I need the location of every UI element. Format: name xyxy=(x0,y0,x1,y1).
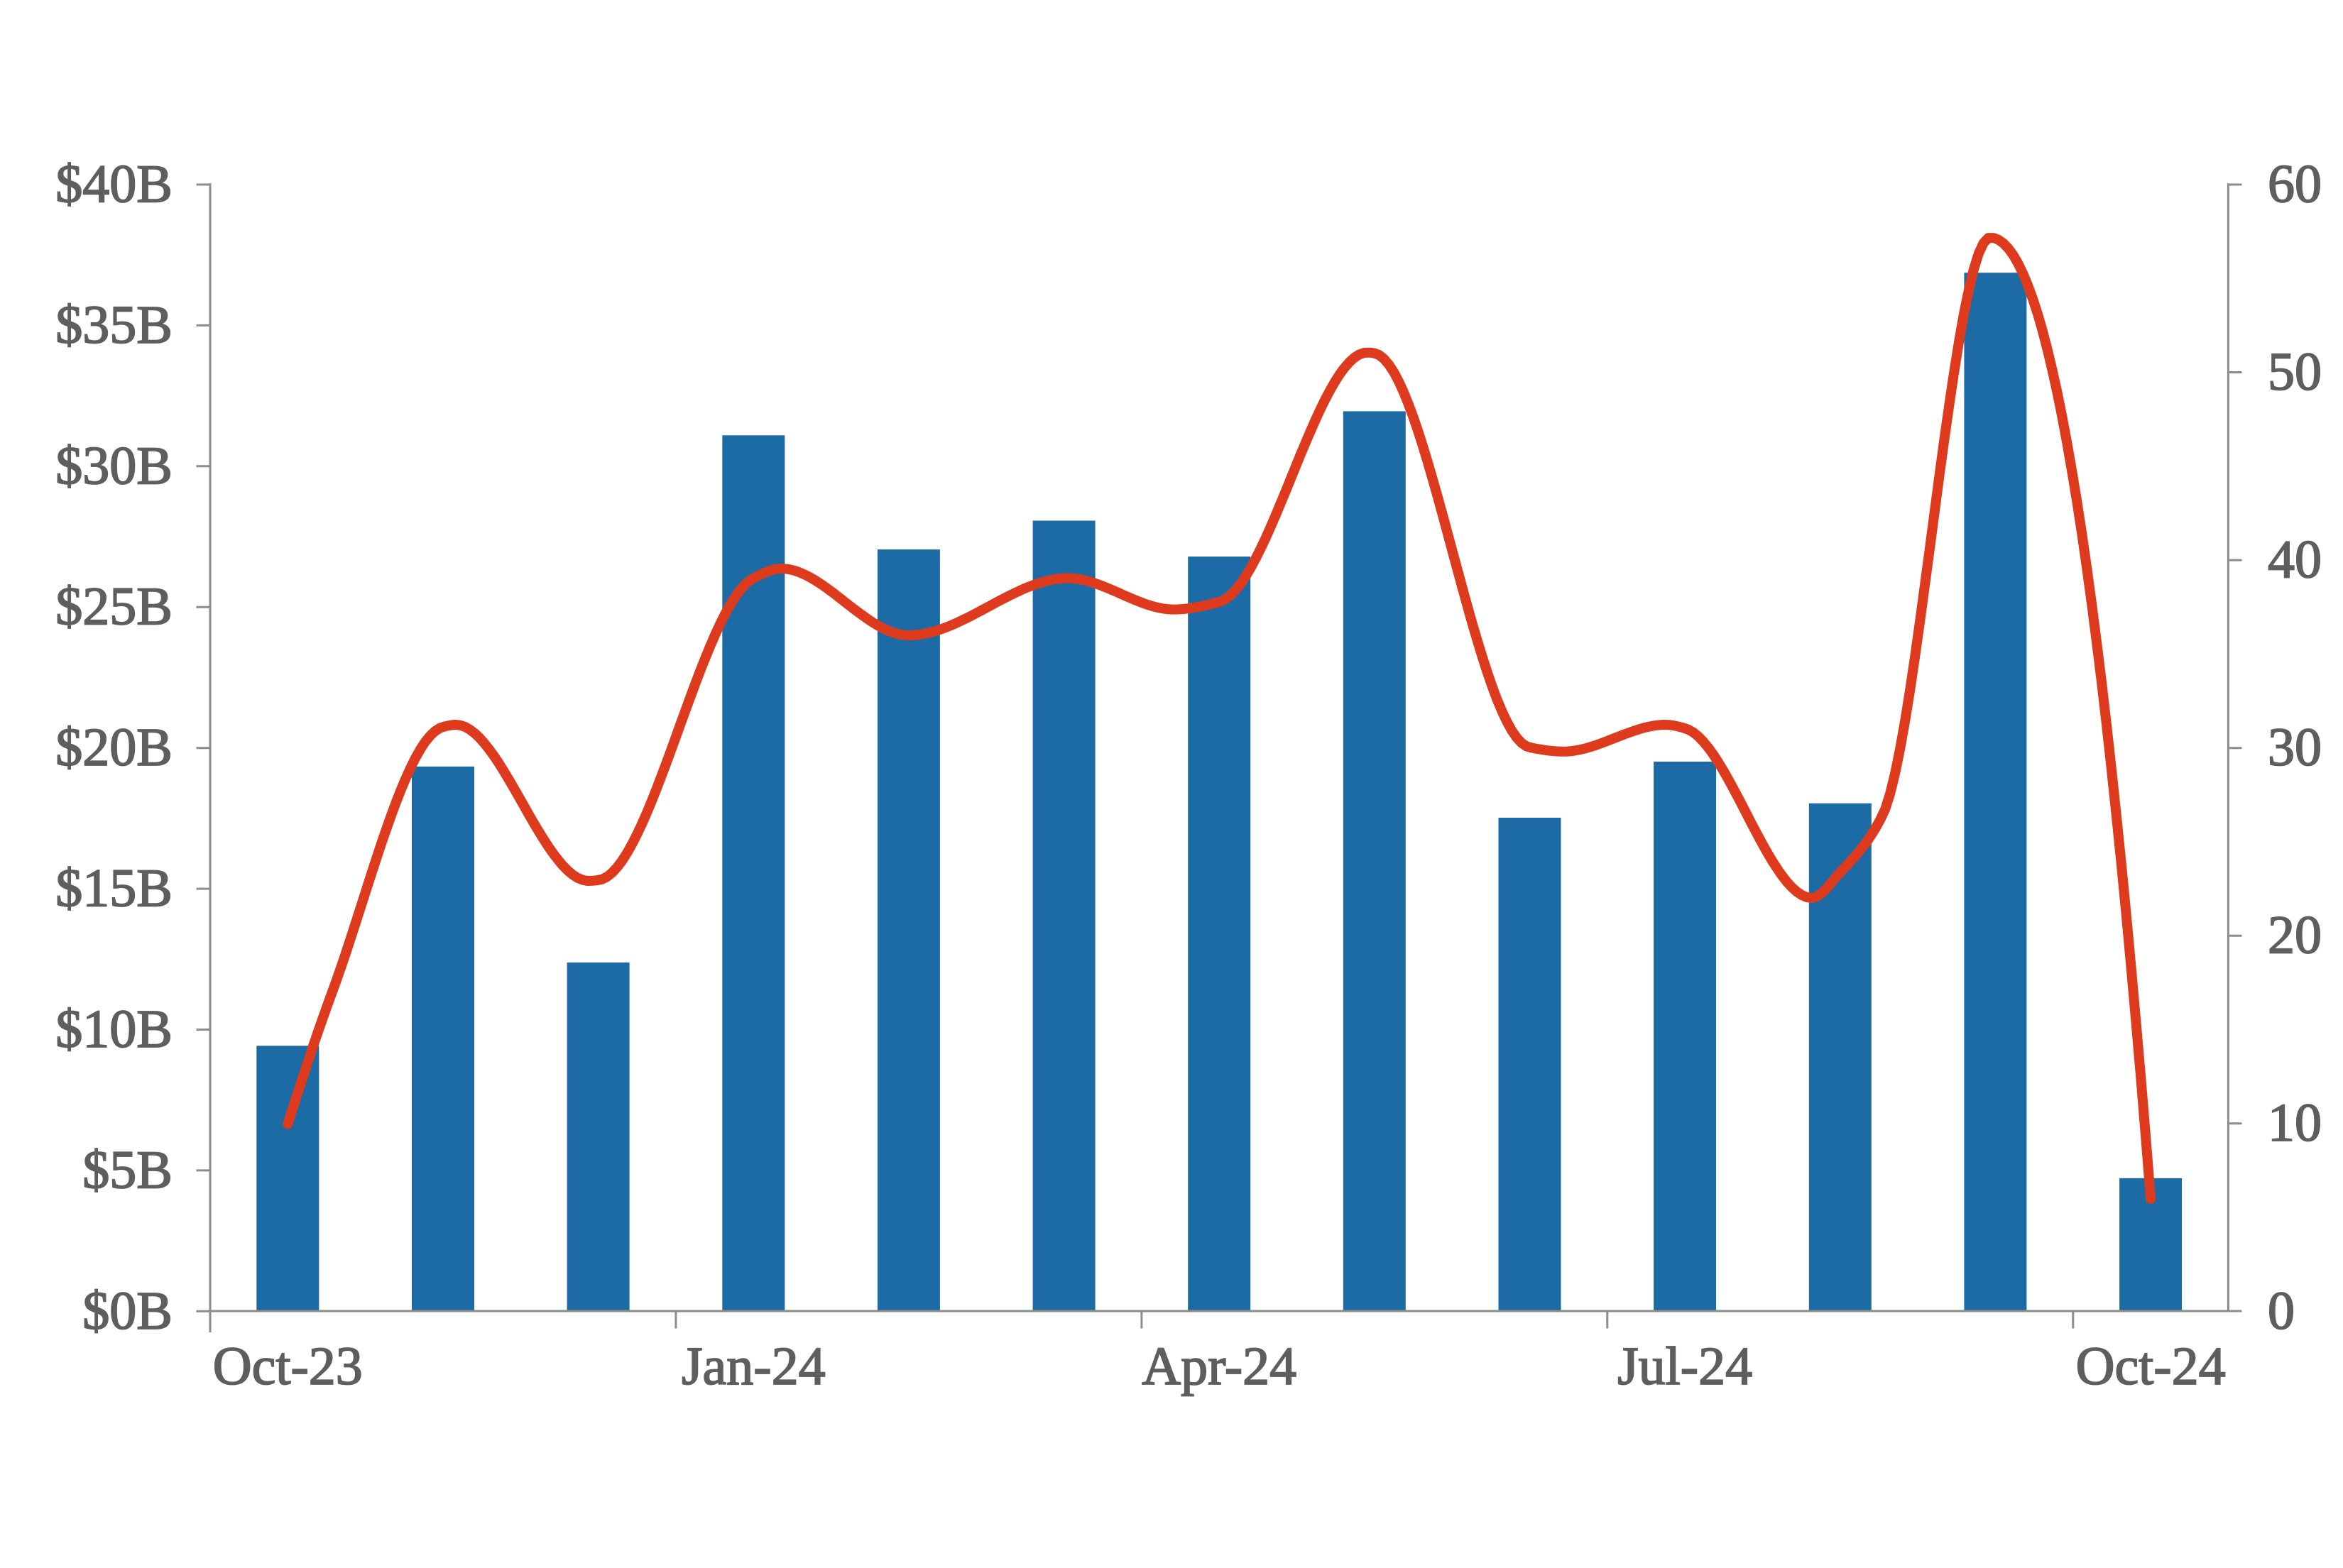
svg-text:$40B: $40B xyxy=(55,155,173,214)
svg-text:$15B: $15B xyxy=(55,859,173,919)
svg-text:$25B: $25B xyxy=(55,577,173,637)
svg-text:0: 0 xyxy=(2268,1281,2295,1341)
svg-text:$0B: $0B xyxy=(82,1281,173,1341)
svg-text:$10B: $10B xyxy=(55,999,173,1059)
svg-text:30: 30 xyxy=(2268,718,2322,777)
svg-text:50: 50 xyxy=(2268,342,2322,402)
svg-text:10: 10 xyxy=(2268,1093,2322,1153)
svg-text:60: 60 xyxy=(2268,155,2322,214)
svg-text:Oct-23: Oct-23 xyxy=(213,1337,363,1396)
svg-text:40: 40 xyxy=(2268,530,2322,590)
svg-text:Apr-24: Apr-24 xyxy=(1142,1337,1296,1396)
svg-text:$20B: $20B xyxy=(55,718,173,777)
svg-text:Jul-24: Jul-24 xyxy=(1617,1337,1752,1396)
svg-text:Jan-24: Jan-24 xyxy=(682,1337,826,1396)
svg-text:$5B: $5B xyxy=(82,1140,173,1200)
svg-text:20: 20 xyxy=(2268,906,2322,965)
svg-text:Oct-24: Oct-24 xyxy=(2076,1337,2226,1396)
svg-text:$35B: $35B xyxy=(55,295,173,355)
svg-text:$30B: $30B xyxy=(55,436,173,495)
